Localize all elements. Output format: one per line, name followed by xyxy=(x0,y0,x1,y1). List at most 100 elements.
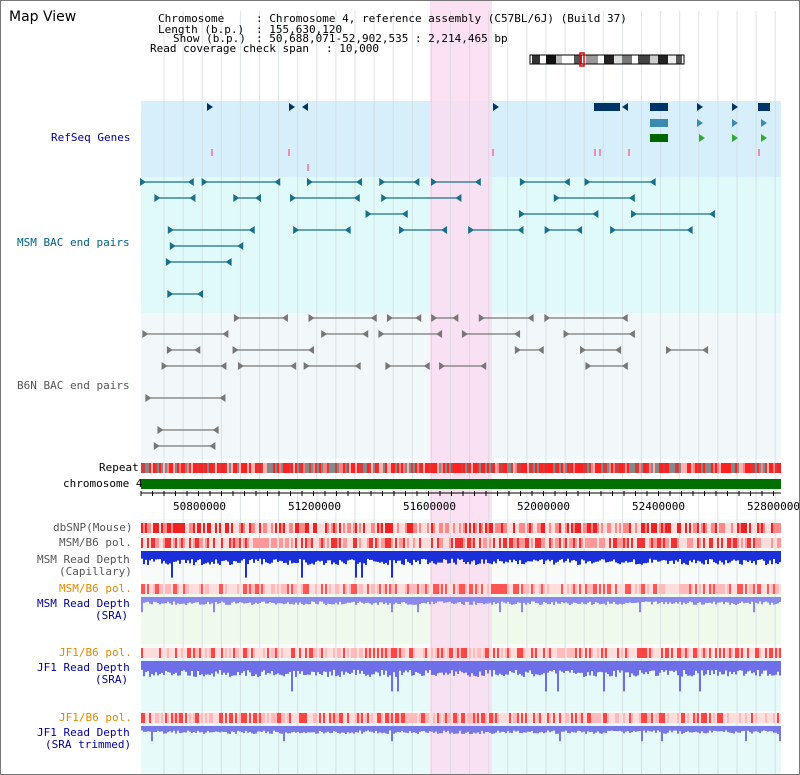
pol-cell xyxy=(247,713,249,723)
depth-bar xyxy=(575,551,577,562)
repeat-element xyxy=(555,463,557,473)
pol-cell xyxy=(539,523,541,533)
pol-cell xyxy=(747,584,749,594)
pol-cell xyxy=(311,648,313,658)
depth-bar xyxy=(237,551,239,563)
depth-bar xyxy=(351,551,353,560)
depth-bar xyxy=(713,661,715,675)
depth-bar xyxy=(401,661,403,676)
repeat-element xyxy=(249,463,251,473)
pol-cell xyxy=(755,584,757,594)
pol-cell xyxy=(481,584,483,594)
pol-cell xyxy=(719,584,721,594)
pol-cell xyxy=(689,713,691,723)
pol-cell xyxy=(393,584,395,594)
track-label-jf1-b6-pol-2[interactable]: JF1/B6 pol. xyxy=(59,711,132,724)
pol-cell xyxy=(561,713,563,723)
repeat-element xyxy=(321,463,323,473)
depth-bar xyxy=(167,661,169,672)
repeat-element xyxy=(299,463,301,473)
depth-bar xyxy=(629,551,631,563)
pol-cell xyxy=(165,538,167,548)
gene-arrow xyxy=(233,194,240,202)
track-label-msm-b6-pol-2[interactable]: MSM/B6 pol. xyxy=(59,582,132,595)
depth-bar xyxy=(485,551,487,560)
track-label-jf1-b6-pol-1[interactable]: JF1/B6 pol. xyxy=(59,646,132,659)
pol-cell xyxy=(643,538,645,548)
pol-cell xyxy=(315,713,317,723)
track-label-dbsnp[interactable]: dbSNP(Mouse) xyxy=(53,521,133,534)
pol-cell xyxy=(543,648,545,658)
track-label-msm-b6-pol-1[interactable]: MSM/B6 pol. xyxy=(59,536,132,549)
pol-cell xyxy=(469,713,471,723)
pol-cell xyxy=(573,648,575,658)
pol-cell xyxy=(777,538,779,548)
depth-bar xyxy=(303,597,305,605)
pol-cell xyxy=(231,538,233,548)
track-label-jf1-depth-trimmed[interactable]: JF1 Read Depth xyxy=(37,726,130,739)
pol-cell xyxy=(459,713,461,723)
pol-cell xyxy=(645,538,647,548)
track-label-jf1-depth-sra[interactable]: JF1 Read Depth xyxy=(37,661,130,674)
depth-bar xyxy=(609,551,611,562)
repeat-element xyxy=(163,463,165,473)
pol-cell xyxy=(323,584,325,594)
pol-cell xyxy=(675,538,677,548)
depth-bar xyxy=(755,726,757,732)
pol-cell xyxy=(417,713,419,723)
track-label-b6n-bac[interactable]: B6N BAC end pairs xyxy=(17,379,130,392)
depth-bar xyxy=(191,726,193,733)
track-label-repeat[interactable]: Repeat xyxy=(99,461,139,474)
pol-cell xyxy=(347,584,349,594)
pol-cell xyxy=(211,648,213,658)
depth-bar xyxy=(381,726,383,734)
pol-cell xyxy=(541,648,543,658)
depth-bar xyxy=(151,726,153,742)
track-label-msm-depth-sra[interactable]: MSM Read Depth xyxy=(37,597,130,610)
track-label-chromosome[interactable]: chromosome 4 xyxy=(63,477,143,490)
repeat-element xyxy=(651,463,653,473)
repeat-element xyxy=(325,463,327,473)
pol-cell xyxy=(301,584,303,594)
pol-cell xyxy=(509,648,511,658)
pol-cell xyxy=(143,713,145,723)
depth-bar xyxy=(325,551,327,564)
pol-cell xyxy=(381,713,383,723)
pol-cell xyxy=(211,713,213,723)
pol-cell xyxy=(291,648,293,658)
pol-cell xyxy=(723,713,725,723)
depth-bar xyxy=(775,661,777,675)
repeat-element xyxy=(229,463,231,473)
pol-cell xyxy=(215,584,217,594)
pol-cell xyxy=(275,523,277,533)
pol-cell xyxy=(141,648,143,658)
ideogram-band xyxy=(598,55,604,64)
pol-cell xyxy=(637,648,639,658)
pol-cell xyxy=(597,713,599,723)
gene-arrow xyxy=(302,103,308,111)
pol-cell xyxy=(485,538,487,548)
track-label-refseq-genes[interactable]: RefSeq Genes xyxy=(51,131,131,144)
repeat-element xyxy=(261,463,263,473)
depth-bar xyxy=(551,726,553,732)
repeat-element xyxy=(255,463,257,473)
track-label-msm-depth-capillary[interactable]: MSM Read Depth xyxy=(37,553,130,566)
depth-bar xyxy=(687,661,689,676)
depth-bar xyxy=(715,597,717,605)
pol-cell xyxy=(239,713,241,723)
depth-bar xyxy=(427,597,429,602)
depth-bar xyxy=(313,726,315,733)
depth-bar xyxy=(589,661,591,676)
depth-bar xyxy=(765,726,767,731)
track-label-msm-bac[interactable]: MSM BAC end pairs xyxy=(17,236,130,249)
depth-bar xyxy=(201,726,203,732)
depth-bar xyxy=(493,551,495,562)
pol-cell xyxy=(461,538,463,548)
pol-cell xyxy=(195,648,197,658)
depth-bar xyxy=(357,597,359,603)
depth-bar xyxy=(591,597,593,605)
depth-bar xyxy=(633,597,635,604)
depth-bar xyxy=(515,597,517,604)
depth-bar xyxy=(703,597,705,605)
